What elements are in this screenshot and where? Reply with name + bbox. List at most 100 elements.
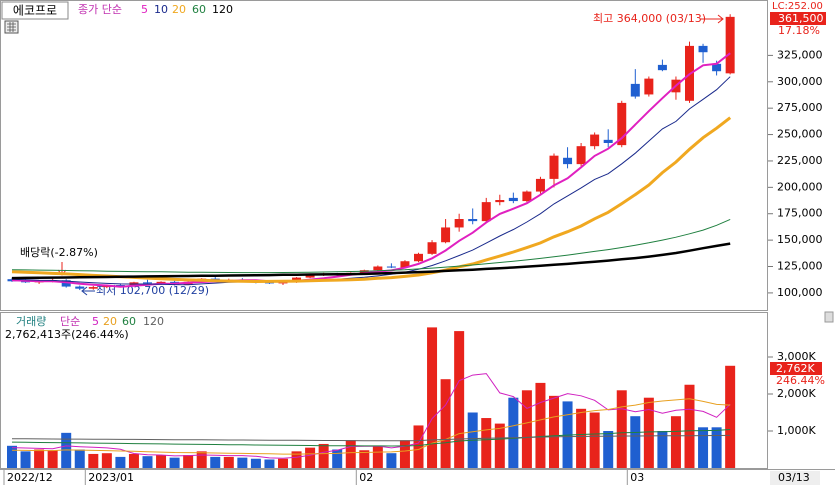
ma-line	[11, 398, 731, 455]
legend-entry: 60	[192, 3, 206, 16]
current-change: 17.18%	[778, 24, 820, 37]
current-date: 03/13	[778, 471, 810, 484]
candle-body	[427, 242, 437, 254]
volume-bar	[183, 455, 194, 468]
candle-body	[386, 266, 396, 268]
candle-body	[21, 281, 31, 283]
volume-bar	[250, 458, 261, 468]
volume-bar	[521, 390, 532, 468]
volume-bar	[427, 327, 438, 468]
stock-name: 에코프로	[13, 4, 57, 18]
volume-bar	[223, 456, 234, 468]
candle-body	[617, 102, 627, 146]
stock-name-box[interactable]	[1, 1, 69, 20]
candle-body	[603, 139, 613, 144]
y-tick-label: 225,000	[777, 154, 823, 167]
candle-body	[644, 78, 654, 95]
y-tick-label: 300,000	[777, 75, 823, 88]
volume-bar	[549, 395, 559, 468]
ma-line	[12, 434, 731, 442]
volume-bar	[711, 427, 722, 468]
volume-bar	[7, 445, 17, 468]
volume-bar	[399, 440, 410, 468]
candle-body	[115, 284, 125, 287]
volume-bar	[128, 453, 139, 468]
current-volume: 2,762K	[776, 362, 815, 375]
price-pane	[0, 0, 768, 311]
candle-body	[305, 274, 315, 278]
volume-bar	[535, 382, 546, 468]
axis-header: LC:252.00	[772, 1, 823, 12]
legend-entry: 5	[141, 3, 148, 16]
candle-body	[535, 178, 545, 192]
volume-bar	[196, 451, 207, 468]
candle-body	[495, 200, 505, 203]
volume-bar	[115, 456, 126, 468]
volume-bar	[643, 397, 654, 468]
y-tick-label: 1,000K	[777, 424, 816, 437]
y-tick-label: 275,000	[777, 101, 823, 114]
candle-body	[657, 64, 667, 71]
volume-bar	[684, 384, 695, 468]
volume-bar	[494, 423, 505, 468]
y-tick-label: 250,000	[777, 128, 823, 141]
candle-body	[454, 219, 464, 228]
legend-entry: 120	[143, 315, 164, 328]
volume-bar	[61, 432, 72, 468]
volume-bar	[20, 451, 31, 468]
volume-bar	[264, 459, 275, 468]
candle-body	[698, 45, 708, 53]
low-arrow	[81, 286, 95, 296]
volume-legend-prefix: 거래량	[16, 315, 46, 328]
volume-bar	[101, 453, 112, 468]
volume-bar	[318, 443, 329, 468]
volume-pane	[0, 312, 768, 469]
y-tick-label: 150,000	[777, 233, 823, 246]
candle-body	[712, 63, 722, 72]
volume-bar	[440, 379, 451, 468]
volume-bar	[305, 447, 316, 468]
candle-body	[88, 287, 98, 289]
volume-bar	[34, 449, 45, 468]
candle-body	[400, 261, 410, 268]
legend-entry: 10	[154, 3, 168, 16]
candle-body	[156, 281, 166, 284]
volume-change: 246.44%	[776, 374, 825, 387]
high-arrow	[700, 14, 724, 24]
candle-body	[508, 197, 518, 202]
volume-bar	[670, 416, 681, 468]
candle-body	[468, 219, 478, 222]
volume-bar	[576, 408, 587, 468]
scroll-handle[interactable]	[824, 311, 834, 323]
volume-bar	[291, 451, 302, 468]
y-tick-label: 2,000K	[777, 387, 816, 400]
high-annotation: 최고 364,000 (03/13)	[593, 12, 706, 25]
volume-bar	[372, 446, 383, 468]
current-price: 361,500	[778, 12, 824, 25]
ma-line	[11, 76, 731, 286]
ma-line	[11, 242, 731, 280]
candle-body	[414, 253, 423, 262]
y-tick-label: 325,000	[777, 48, 823, 61]
candle-body	[278, 282, 288, 284]
volume-bar	[88, 453, 99, 468]
dividend-annotation: 배당락(-2.87%)	[20, 246, 98, 259]
volume-bar	[386, 453, 397, 468]
volume-bar	[332, 449, 343, 468]
volume-bar	[508, 397, 519, 468]
volume-bar	[603, 430, 614, 468]
volume-bar	[169, 457, 180, 468]
y-tick-label: 3,000K	[777, 350, 816, 363]
y-tick-label: 200,000	[777, 180, 823, 193]
volume-bar	[657, 430, 668, 468]
volume-bar	[698, 427, 709, 468]
candle-body	[576, 146, 586, 165]
volume-bar	[210, 456, 221, 468]
volume-bar	[413, 425, 424, 468]
candle-body	[522, 191, 532, 202]
x-tick-label: 03	[630, 471, 644, 484]
y-tick-label: 125,000	[777, 260, 823, 273]
ma-line	[11, 218, 731, 274]
